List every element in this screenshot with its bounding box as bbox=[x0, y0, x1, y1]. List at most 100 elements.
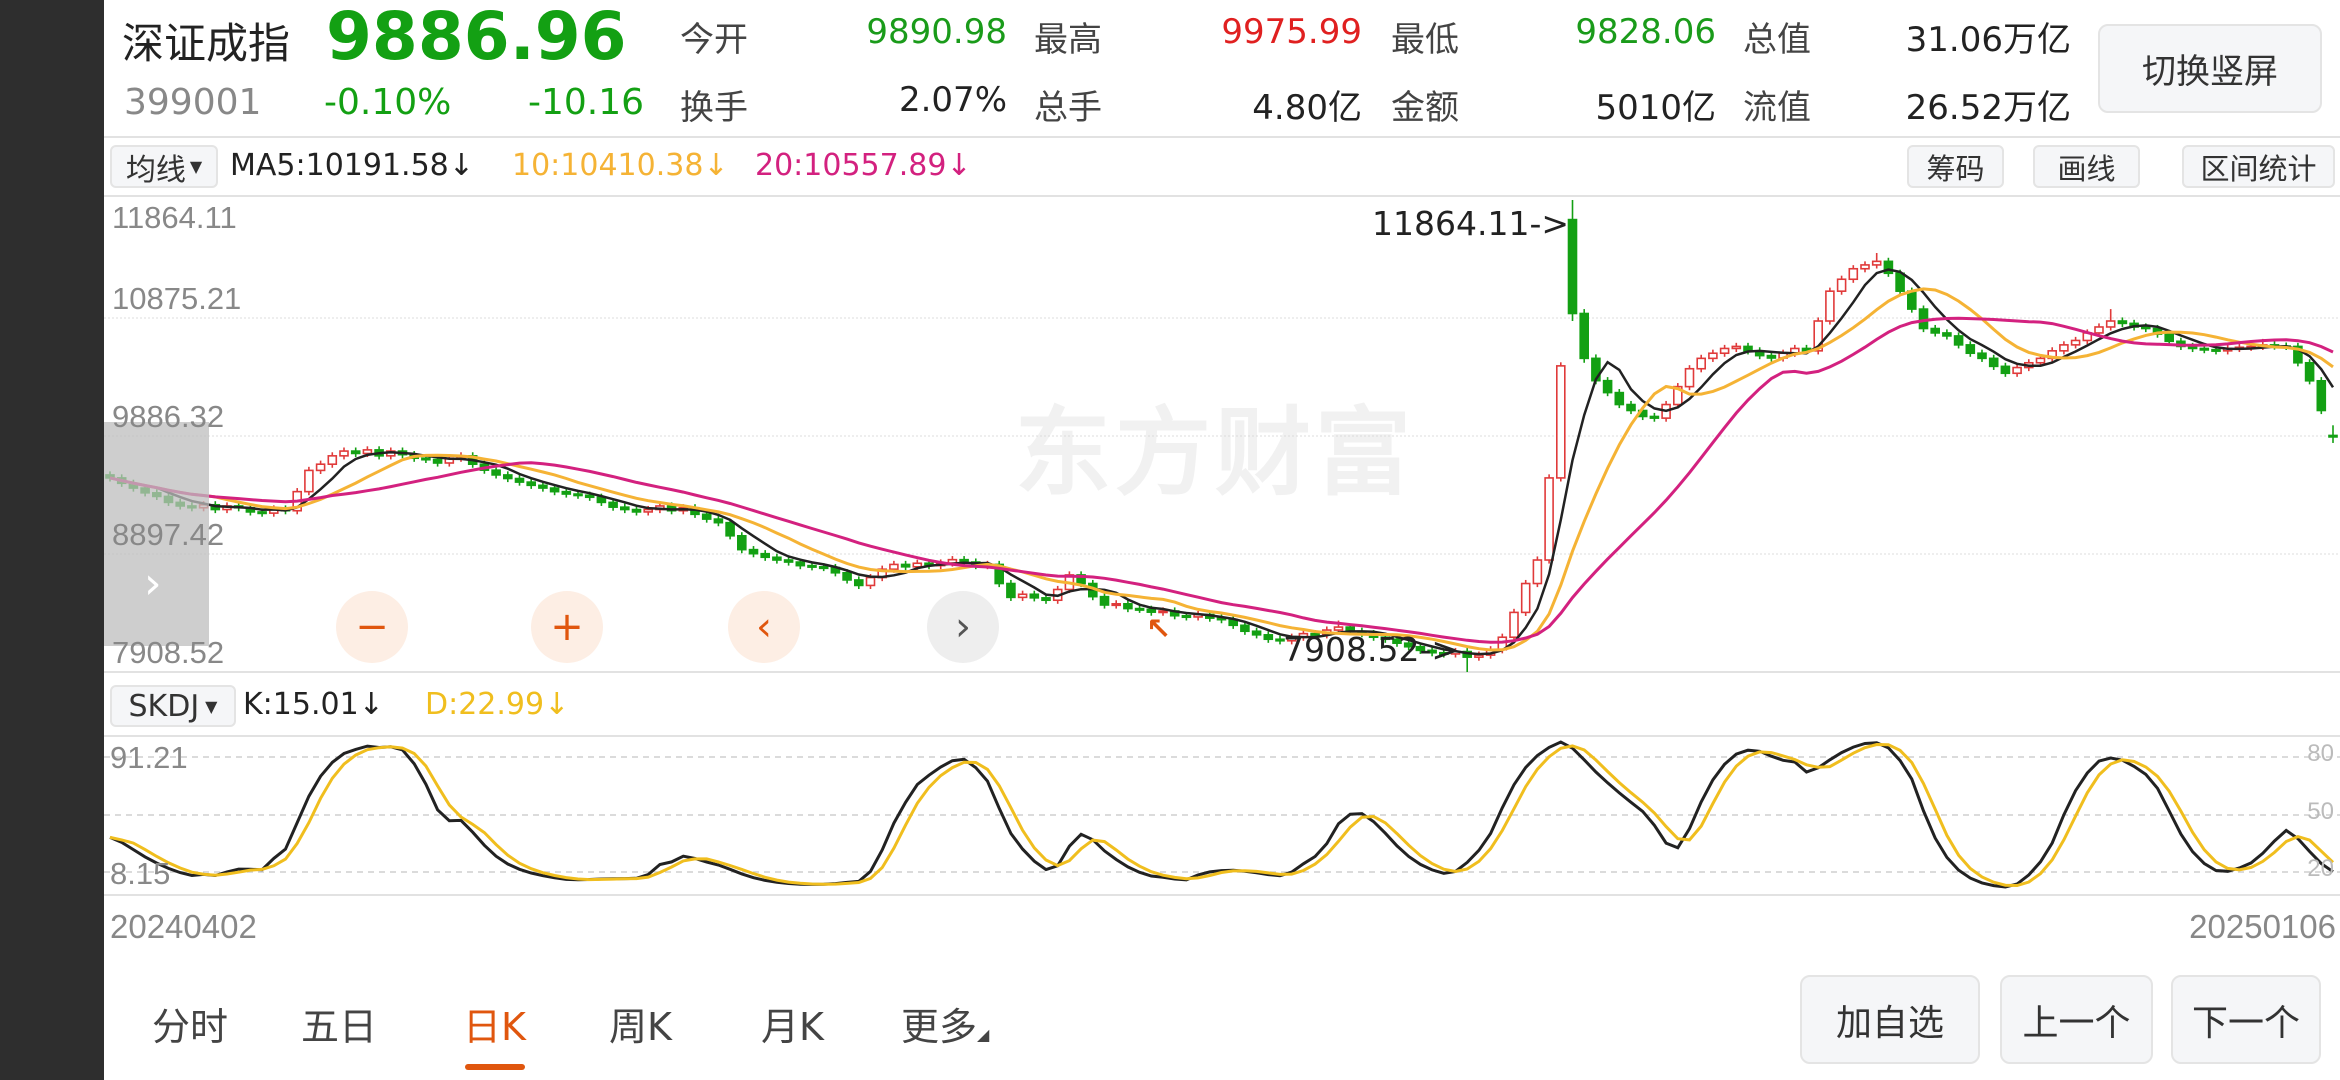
expand-panel-handle[interactable]: › bbox=[104, 422, 209, 646]
ma5-line bbox=[109, 268, 2335, 656]
x-label-start: 20240402 bbox=[110, 908, 257, 945]
candle-down bbox=[713, 518, 724, 524]
y-tick: 11864.11 bbox=[112, 200, 237, 235]
candle-down bbox=[1240, 624, 1250, 633]
candle-up bbox=[912, 562, 923, 568]
candle-down bbox=[1310, 632, 1320, 636]
candle-up bbox=[1731, 345, 1742, 350]
candle-up bbox=[1825, 290, 1835, 322]
stat-label: 总值 bbox=[1743, 20, 1811, 60]
zoom-in-button[interactable]: + bbox=[531, 591, 603, 663]
ma20-value: 20:10557.89↓ bbox=[755, 148, 972, 183]
candle-up bbox=[2059, 344, 2069, 352]
max-price-annotation: 11864.11-> bbox=[1372, 204, 1570, 243]
ma-selector[interactable]: 均线 ▼ bbox=[110, 145, 218, 188]
candle-down bbox=[573, 493, 583, 497]
d-value: D:22.99↓ bbox=[425, 687, 570, 722]
draw-line-button[interactable]: 画线 bbox=[2033, 145, 2140, 188]
candle-up bbox=[1017, 593, 1028, 599]
candle-down bbox=[1123, 603, 1133, 610]
stat-label: 金额 bbox=[1391, 88, 1459, 128]
skdj-right-tick: 20 bbox=[2307, 855, 2334, 882]
candle-down bbox=[818, 566, 829, 570]
candle-down bbox=[514, 477, 525, 483]
candle-down bbox=[526, 481, 537, 487]
scroll-left-button[interactable]: ‹ bbox=[728, 591, 800, 663]
candle-down bbox=[748, 548, 759, 555]
scroll-right-button[interactable]: › bbox=[927, 591, 999, 663]
switch-portrait-button[interactable]: 切换竖屏 bbox=[2098, 24, 2322, 113]
candle-down bbox=[561, 490, 572, 495]
tab-more[interactable]: 更多◢ bbox=[901, 996, 989, 1051]
candle-up bbox=[339, 450, 349, 457]
y-tick: 8897.42 bbox=[112, 517, 225, 552]
candle-down bbox=[1953, 335, 1964, 346]
y-tick: 7908.52 bbox=[112, 635, 225, 670]
index-name: 深证成指 bbox=[122, 19, 291, 68]
candle-down bbox=[736, 534, 747, 551]
candle-down bbox=[2328, 434, 2338, 438]
k-value: K:15.01↓ bbox=[243, 687, 384, 722]
candle-up bbox=[1871, 260, 1882, 266]
candle-down bbox=[1181, 614, 1192, 619]
candle-up bbox=[2070, 339, 2081, 346]
candle-down bbox=[421, 457, 431, 461]
y-tick: 10875.21 bbox=[112, 281, 242, 316]
x-label-end: 20250106 bbox=[2189, 908, 2336, 945]
stat-value: 31.06万亿 bbox=[1905, 20, 2071, 60]
candle-down bbox=[2316, 379, 2327, 412]
candle-down bbox=[1392, 638, 1402, 644]
next-button[interactable]: 下一个 bbox=[2171, 975, 2321, 1064]
candle-down bbox=[2164, 333, 2174, 343]
candle-up bbox=[1684, 367, 1695, 388]
stat-label: 总手 bbox=[1034, 88, 1102, 128]
candle-down bbox=[538, 484, 548, 489]
tab-intraday[interactable]: 分时 bbox=[152, 1005, 229, 1049]
candle-up bbox=[1532, 559, 1543, 585]
ma5-value: MA5:10191.58↓ bbox=[230, 148, 474, 183]
zoom-out-button[interactable]: − bbox=[336, 591, 408, 663]
stat-value: 2.07% bbox=[898, 80, 1007, 120]
add-watchlist-button[interactable]: 加自选 bbox=[1800, 975, 1980, 1064]
stat-value: 9890.98 bbox=[866, 12, 1007, 52]
indicator-selector[interactable]: SKDJ ▼ bbox=[110, 685, 236, 727]
candle-down bbox=[1041, 597, 1051, 602]
candle-up bbox=[1708, 352, 1718, 360]
candle-down bbox=[1380, 636, 1391, 641]
candle-down bbox=[608, 501, 618, 508]
previous-button[interactable]: 上一个 bbox=[2000, 975, 2153, 1064]
tab-five-day[interactable]: 五日 bbox=[301, 1005, 378, 1049]
change-value: -10.16 bbox=[528, 82, 645, 123]
tab-monthly-k[interactable]: 月K bbox=[761, 1005, 824, 1049]
tab-weekly-k[interactable]: 周K bbox=[609, 1005, 672, 1049]
candle-down bbox=[1626, 403, 1636, 412]
chip-distribution-button[interactable]: 筹码 bbox=[1907, 145, 2004, 188]
corner-triangle-icon: ◢ bbox=[977, 1025, 990, 1044]
stat-value: 4.80亿 bbox=[1252, 88, 1362, 128]
candle-up bbox=[315, 463, 326, 472]
candle-down bbox=[1883, 260, 1894, 275]
indicator-selector-label: SKDJ bbox=[128, 688, 200, 724]
candle-up bbox=[1813, 320, 1823, 352]
candle-down bbox=[1439, 651, 1449, 656]
candle-down bbox=[1602, 379, 1613, 394]
candle-down bbox=[1614, 391, 1625, 406]
candle-up bbox=[1520, 582, 1531, 614]
candle-down bbox=[795, 561, 806, 567]
candle-down bbox=[1415, 645, 1426, 652]
candle-down bbox=[631, 508, 642, 513]
candle-down bbox=[2199, 347, 2210, 351]
index-code: 399001 bbox=[124, 82, 262, 123]
candle-up bbox=[1860, 264, 1870, 270]
range-stats-button[interactable]: 区间统计 bbox=[2182, 145, 2335, 188]
candle-up bbox=[1848, 267, 1859, 281]
candle-down bbox=[1907, 290, 1917, 310]
candle-up bbox=[304, 469, 314, 493]
candle-down bbox=[619, 506, 630, 511]
chevron-left-icon: ‹ bbox=[756, 604, 772, 650]
tab-daily-k[interactable]: 日K bbox=[463, 1005, 526, 1049]
candle-up bbox=[1696, 357, 1706, 370]
candle-down bbox=[350, 450, 361, 455]
candle-down bbox=[1275, 638, 1285, 642]
